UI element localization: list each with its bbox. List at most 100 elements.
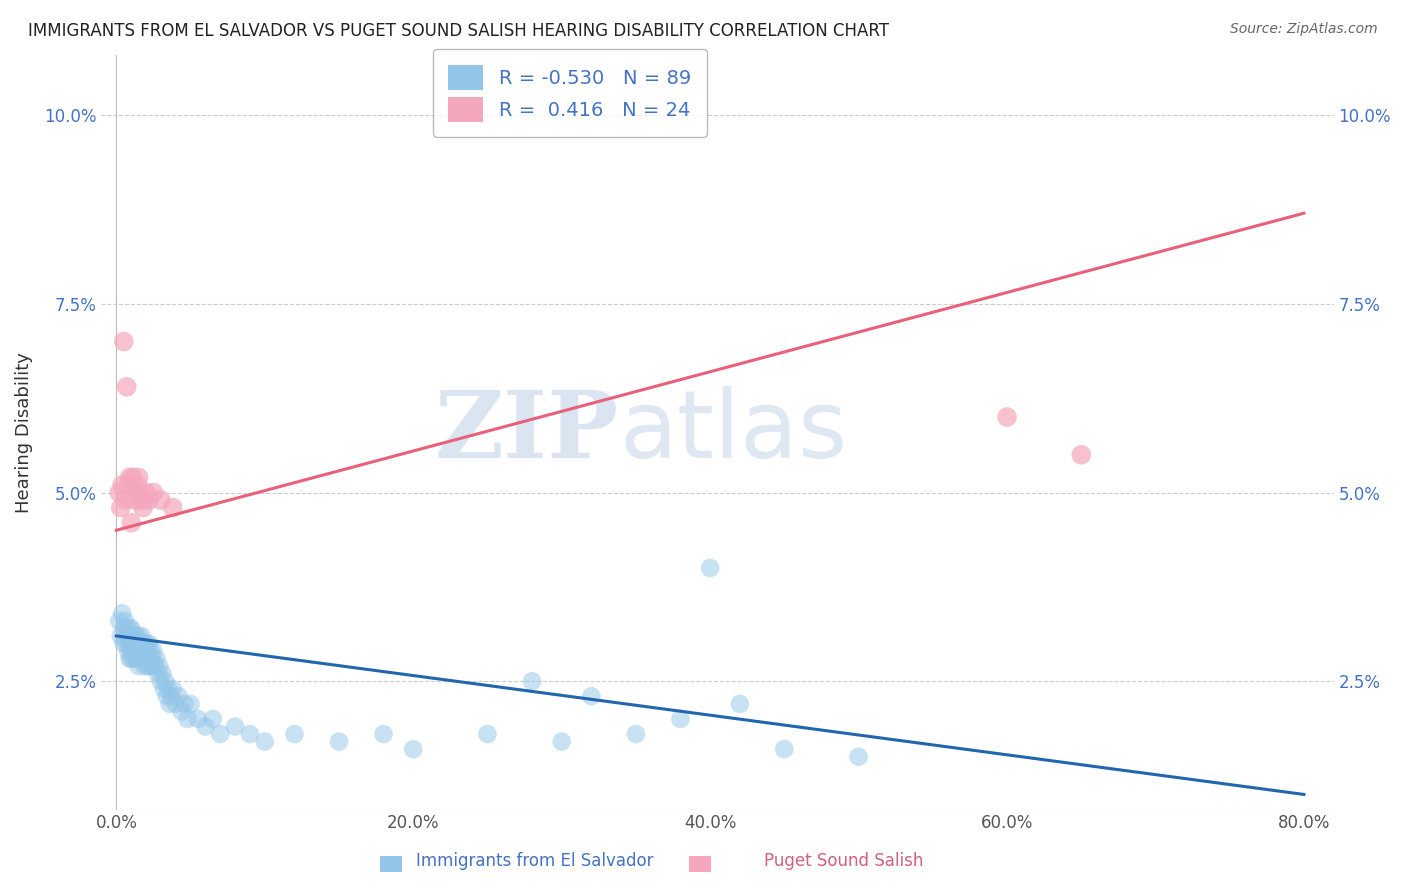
- Point: [121, 629, 143, 643]
- Point: [170, 705, 193, 719]
- Point: [124, 644, 146, 658]
- Point: [139, 644, 162, 658]
- Point: [131, 644, 153, 658]
- Point: [157, 681, 180, 696]
- Point: [108, 614, 131, 628]
- Point: [373, 727, 395, 741]
- Point: [187, 712, 209, 726]
- Point: [118, 651, 141, 665]
- Point: [143, 659, 166, 673]
- Point: [132, 500, 155, 515]
- Point: [115, 636, 138, 650]
- Point: [120, 516, 142, 530]
- Point: [127, 651, 149, 665]
- Point: [728, 697, 751, 711]
- Point: [121, 470, 143, 484]
- Point: [121, 644, 143, 658]
- Point: [550, 734, 572, 748]
- Point: [165, 697, 187, 711]
- Point: [176, 712, 198, 726]
- Point: [112, 621, 135, 635]
- Point: [141, 651, 163, 665]
- Point: [669, 712, 692, 726]
- Point: [136, 644, 159, 658]
- Legend: R = -0.530   N = 89, R =  0.416   N = 24: R = -0.530 N = 89, R = 0.416 N = 24: [433, 49, 707, 137]
- Point: [135, 636, 157, 650]
- Point: [128, 470, 150, 484]
- Point: [149, 674, 172, 689]
- Point: [624, 727, 647, 741]
- Point: [153, 681, 176, 696]
- Point: [239, 727, 262, 741]
- Point: [699, 561, 721, 575]
- Point: [124, 493, 146, 508]
- Point: [128, 659, 150, 673]
- Point: [127, 478, 149, 492]
- Point: [114, 493, 136, 508]
- Point: [180, 697, 202, 711]
- Point: [160, 690, 183, 704]
- Point: [129, 485, 152, 500]
- Point: [138, 493, 160, 508]
- Point: [167, 690, 190, 704]
- Y-axis label: Hearing Disability: Hearing Disability: [15, 351, 32, 513]
- Point: [120, 644, 142, 658]
- Point: [132, 636, 155, 650]
- Point: [122, 651, 145, 665]
- Point: [112, 334, 135, 349]
- Point: [139, 659, 162, 673]
- Point: [134, 644, 156, 658]
- Point: [142, 485, 165, 500]
- Text: Immigrants from El Salvador: Immigrants from El Salvador: [416, 852, 652, 870]
- Point: [520, 674, 543, 689]
- Point: [110, 629, 132, 643]
- Point: [581, 690, 603, 704]
- Point: [129, 651, 152, 665]
- Point: [402, 742, 425, 756]
- Point: [848, 749, 870, 764]
- Point: [283, 727, 305, 741]
- Point: [111, 478, 134, 492]
- Point: [150, 666, 173, 681]
- Point: [162, 500, 184, 515]
- Point: [117, 629, 139, 643]
- Text: Puget Sound Salish: Puget Sound Salish: [763, 852, 924, 870]
- Point: [131, 493, 153, 508]
- Point: [118, 470, 141, 484]
- Point: [117, 644, 139, 658]
- Point: [253, 734, 276, 748]
- Point: [118, 621, 141, 635]
- Point: [477, 727, 499, 741]
- Point: [138, 651, 160, 665]
- Point: [120, 651, 142, 665]
- Point: [146, 666, 169, 681]
- Point: [117, 478, 139, 492]
- Text: Source: ZipAtlas.com: Source: ZipAtlas.com: [1230, 22, 1378, 37]
- Point: [162, 681, 184, 696]
- Point: [112, 636, 135, 650]
- Point: [134, 659, 156, 673]
- Point: [114, 614, 136, 628]
- Point: [111, 607, 134, 621]
- Point: [120, 629, 142, 643]
- Point: [1070, 448, 1092, 462]
- Text: IMMIGRANTS FROM EL SALVADOR VS PUGET SOUND SALISH HEARING DISABILITY CORRELATION: IMMIGRANTS FROM EL SALVADOR VS PUGET SOU…: [28, 22, 889, 40]
- Point: [201, 712, 224, 726]
- Point: [120, 636, 142, 650]
- Point: [115, 621, 138, 635]
- Point: [135, 651, 157, 665]
- Point: [114, 629, 136, 643]
- Point: [995, 410, 1018, 425]
- Point: [136, 659, 159, 673]
- Point: [108, 485, 131, 500]
- Point: [135, 485, 157, 500]
- Point: [124, 629, 146, 643]
- Point: [131, 629, 153, 643]
- Point: [122, 485, 145, 500]
- Point: [224, 719, 246, 733]
- Point: [120, 621, 142, 635]
- Point: [159, 697, 181, 711]
- Point: [115, 380, 138, 394]
- Point: [173, 697, 195, 711]
- Point: [156, 690, 179, 704]
